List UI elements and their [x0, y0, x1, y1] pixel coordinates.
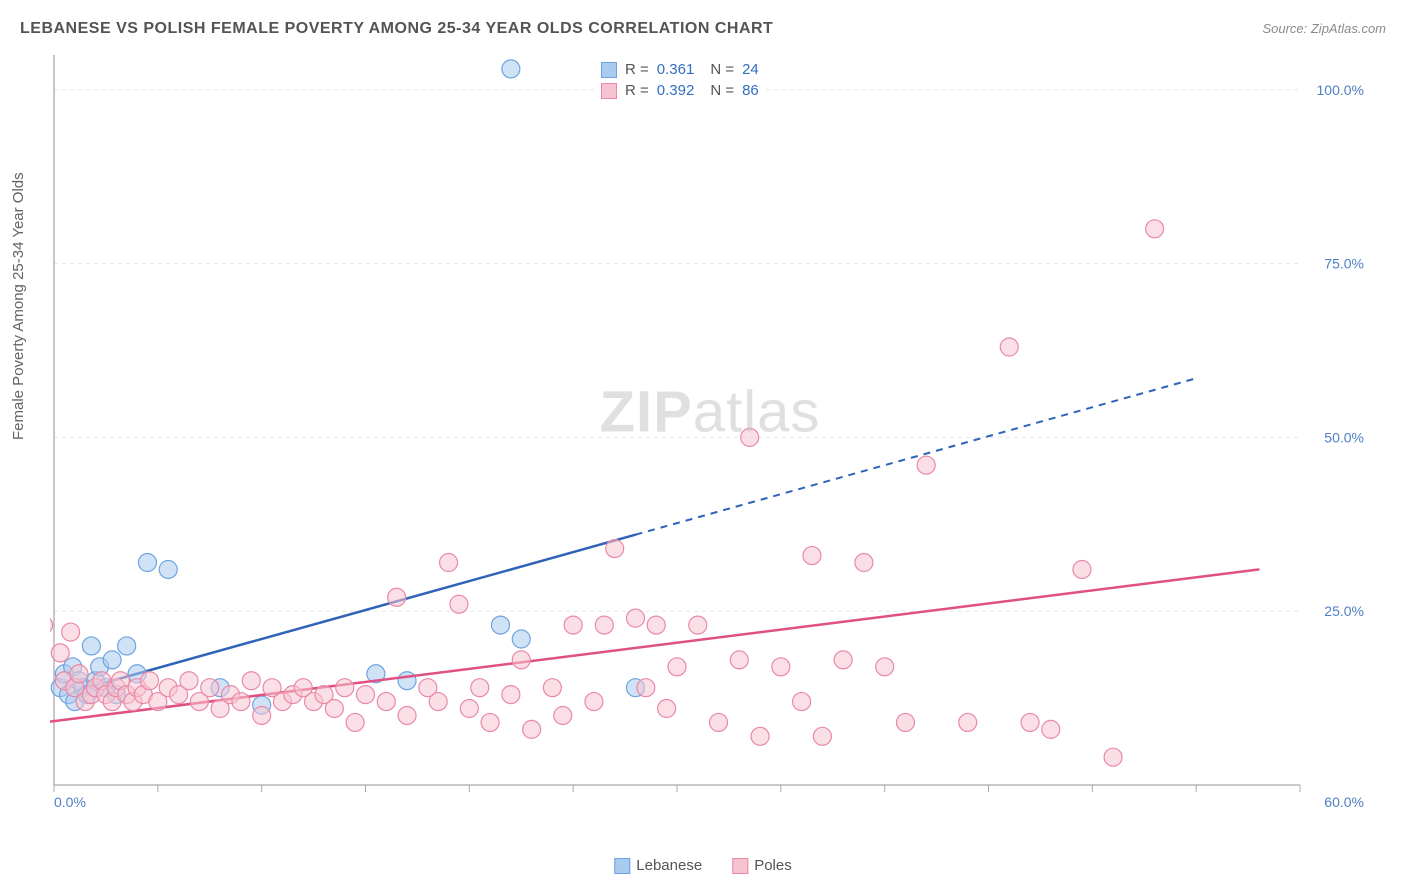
svg-text:60.0%: 60.0% [1324, 794, 1364, 810]
legend-stat-row: R = 0.361 N = 24 [595, 59, 765, 80]
legend-n-label: N = [710, 61, 734, 78]
legend-r-value: 0.361 [657, 61, 695, 78]
legend-r-label: R = [625, 61, 649, 78]
legend-item: Poles [732, 857, 792, 874]
legend-n-label: N = [710, 82, 734, 99]
svg-text:25.0%: 25.0% [1324, 603, 1364, 619]
legend-item-label: Poles [754, 857, 792, 874]
svg-text:50.0%: 50.0% [1324, 429, 1364, 445]
svg-text:100.0%: 100.0% [1317, 82, 1364, 98]
legend-bottom: Lebanese Poles [614, 857, 791, 874]
legend-item-label: Lebanese [636, 857, 702, 874]
legend-r-value: 0.392 [657, 82, 695, 99]
legend-r-label: R = [625, 82, 649, 99]
legend-swatch [601, 83, 617, 99]
legend-n-value: 24 [742, 61, 759, 78]
legend-swatch [732, 858, 748, 874]
legend-swatch [614, 858, 630, 874]
legend-stats: R = 0.361 N = 24 R = 0.392 N = 86 [595, 59, 765, 101]
svg-text:0.0%: 0.0% [54, 794, 86, 810]
legend-stat-row: R = 0.392 N = 86 [595, 80, 765, 101]
svg-text:75.0%: 75.0% [1324, 256, 1364, 272]
legend-swatch [601, 62, 617, 78]
legend-n-value: 86 [742, 82, 759, 99]
source-label: Source: ZipAtlas.com [1262, 21, 1386, 36]
page-title: LEBANESE VS POLISH FEMALE POVERTY AMONG … [20, 20, 773, 38]
legend-item: Lebanese [614, 857, 702, 874]
y-axis-label: Female Poverty Among 25-34 Year Olds [10, 172, 27, 440]
scatter-chart: 25.0%50.0%75.0%100.0%0.0%60.0% ZIPatlas … [50, 55, 1370, 815]
